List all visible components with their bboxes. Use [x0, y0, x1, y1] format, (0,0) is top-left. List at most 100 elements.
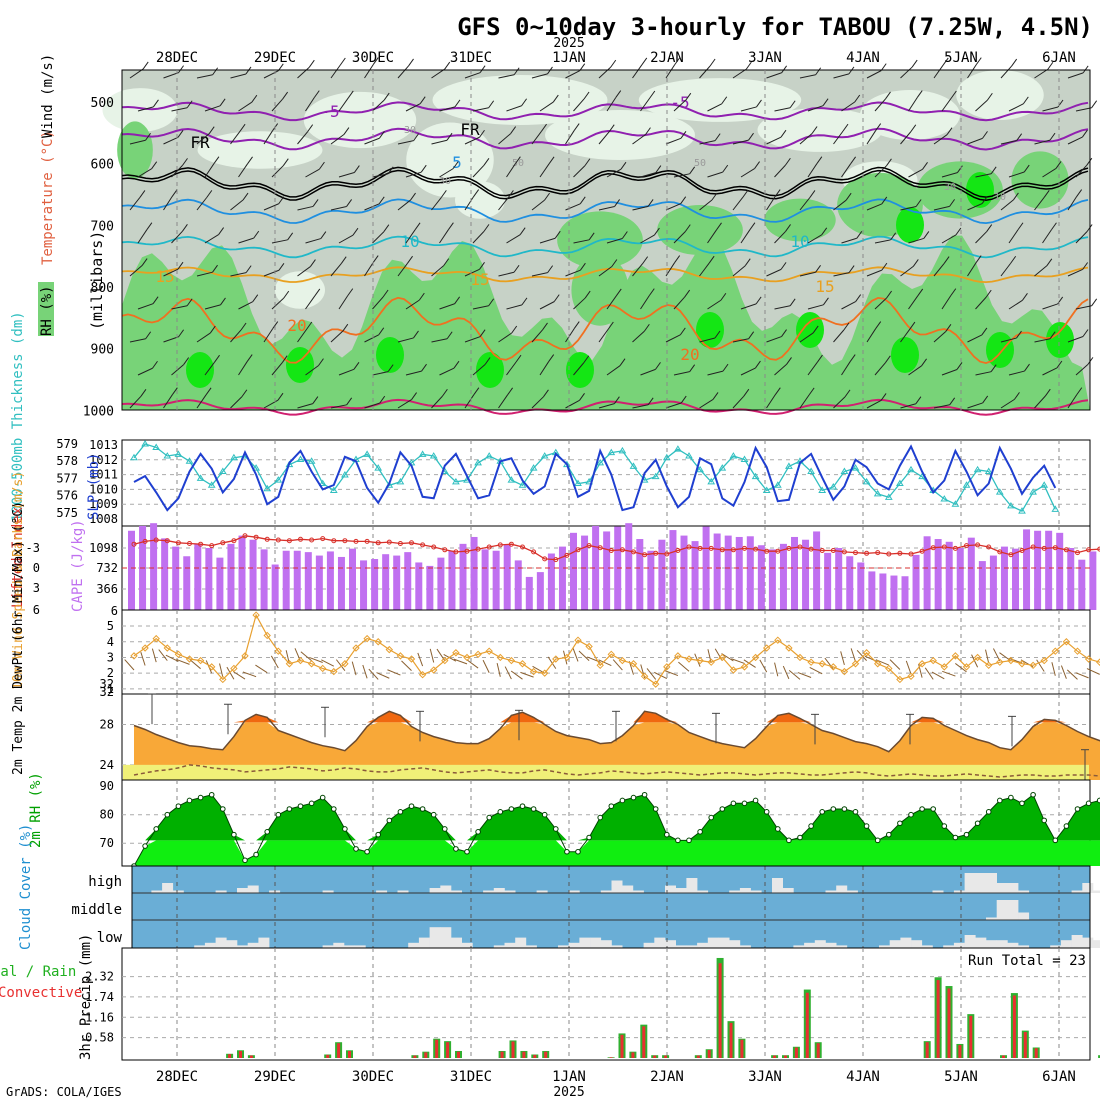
- wind-barb: [263, 130, 274, 145]
- precip-convective-bar: [773, 1055, 777, 1058]
- wind-barb-flag: [621, 231, 628, 239]
- pressure-tick-label: 800: [91, 281, 114, 296]
- rh2m-point: [297, 803, 304, 809]
- wind-barb: [472, 231, 485, 244]
- wind-barb-flag: [711, 192, 718, 201]
- wind-barb-flag: [177, 261, 184, 270]
- cloud-background: [132, 866, 1090, 948]
- temp-tick-label: 28: [100, 717, 114, 731]
- cape-bar: [868, 571, 876, 610]
- wind10m-point: [130, 652, 138, 660]
- top-date-label: 28DEC: [156, 50, 198, 66]
- cloud-bar: [665, 940, 676, 948]
- top-date-axis: 28DEC 29DEC 30DEC 31DEC 1JAN 2JAN 3JAN 4JAN 5JAN…: [156, 50, 1076, 66]
- wind-barb-flag: [383, 92, 390, 101]
- contour-line: [121, 198, 1089, 225]
- wind10m-point: [740, 663, 749, 671]
- cloud-bar: [322, 945, 334, 948]
- cape-bar: [459, 543, 467, 610]
- wind-barb: [405, 171, 422, 178]
- precip-tick-label: 1.16: [85, 1010, 114, 1024]
- wind-barb-flag: [722, 164, 729, 173]
- wind10m-barb: [809, 667, 823, 675]
- wind-barb-flag: [844, 389, 851, 398]
- rh2m-point: [719, 806, 726, 812]
- lifted-index-point: [353, 538, 359, 544]
- rh2m-point: [652, 806, 659, 812]
- wind-barb: [338, 172, 355, 178]
- wind-barb: [833, 396, 846, 409]
- wind-barb-flag: [1024, 363, 1030, 372]
- wind-barb: [531, 73, 548, 79]
- wind-barb-flag: [542, 322, 548, 331]
- pressure-tick-label: 600: [91, 158, 114, 173]
- wind-barb: [171, 305, 188, 310]
- wind10m-point: [1062, 638, 1071, 646]
- wind-barb-flag: [521, 297, 528, 306]
- wind-barb-flag: [744, 258, 751, 266]
- wind10m-point: [973, 653, 982, 662]
- wind-barb-flag: [240, 322, 247, 331]
- wind-barb: [263, 203, 279, 211]
- contour-line: [121, 296, 1089, 365]
- thickness-point: [474, 458, 482, 466]
- cloud-bar: [215, 937, 227, 948]
- thickness-point: [884, 493, 893, 500]
- rh2m-point: [1074, 806, 1081, 812]
- cloud-bar: [686, 945, 698, 948]
- wind-barb: [573, 165, 586, 178]
- wind10m-barb: [578, 650, 590, 661]
- rh2m-point: [1052, 837, 1059, 844]
- rh-dry-patch: [455, 181, 505, 219]
- wind-barb-flag: [544, 192, 550, 201]
- lifted-index-point: [997, 549, 1003, 555]
- lifted-index-point: [453, 549, 459, 555]
- wind10m-barb: [612, 659, 623, 671]
- cape-bar: [603, 531, 611, 610]
- wind-barb-flag: [306, 321, 313, 330]
- wind-barb: [397, 65, 409, 79]
- wind-barb-flag: [748, 132, 754, 141]
- precip-convective-bar: [337, 1043, 341, 1058]
- cape-bar: [337, 556, 345, 610]
- wind-barb: [297, 328, 308, 343]
- lifted-index-point: [1086, 547, 1092, 553]
- wind-barb-flag: [614, 199, 621, 207]
- wind10m-barb: [453, 658, 468, 665]
- rh2m-point: [963, 831, 970, 838]
- lifted-index-point: [153, 537, 159, 543]
- wind-barb-flag: [755, 296, 762, 305]
- wind-barb: [297, 205, 314, 211]
- wind10m-barb: [140, 652, 146, 666]
- lifted-index-point: [475, 546, 481, 552]
- rh2m-axis-label: 2m RH (%): [28, 772, 44, 848]
- rh2m-point: [319, 794, 326, 801]
- wind-barb-flag: [789, 100, 796, 109]
- wind-barb-flag: [655, 362, 661, 370]
- wind-barb: [338, 368, 355, 376]
- wind-barb: [539, 301, 555, 310]
- rh2m-point: [819, 809, 826, 815]
- wind-barb: [230, 396, 243, 409]
- wind-barb-flag: [955, 227, 962, 236]
- wind-barb-flag: [786, 357, 792, 365]
- wind10m-point: [518, 660, 527, 668]
- rh2m-point: [786, 837, 792, 844]
- rh2m-point: [408, 803, 415, 809]
- wind-barb-flag: [418, 292, 425, 301]
- wind-barb: [866, 70, 882, 79]
- wind-barb-flag: [1010, 255, 1017, 264]
- wind10m-barb: [165, 654, 179, 662]
- wind-barb: [732, 338, 749, 343]
- thickness-point: [785, 462, 793, 469]
- wind-barb-flag: [990, 364, 997, 372]
- wind-barb-flag: [608, 124, 615, 132]
- wind-barb-flag: [152, 296, 159, 304]
- wind-barb-flag: [515, 354, 522, 363]
- cloud-bar: [440, 927, 452, 948]
- wind-barb: [967, 402, 983, 409]
- li-tick-label: 3: [33, 581, 40, 595]
- wind-barb: [271, 362, 283, 376]
- cape-bar: [194, 543, 202, 610]
- wind-barb-flag: [182, 158, 188, 166]
